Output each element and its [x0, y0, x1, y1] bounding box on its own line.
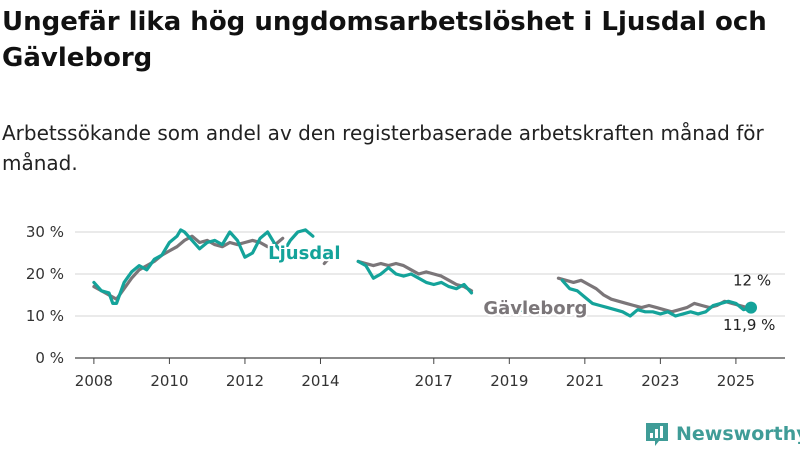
ljusdal-end-point — [745, 301, 758, 314]
chart-subtitle: Arbetssökande som andel av den registerb… — [2, 121, 764, 175]
series-line-ljusdal — [560, 278, 753, 318]
y-axis: 0 % 10 % 20 % 30 % — [26, 223, 64, 367]
series-line-ljusdal — [519, 308, 526, 314]
x-axis: 2008 2010 2012 2014 2017 2019 2021 2023 2025 — [75, 357, 785, 390]
newsworthy-logo-icon — [646, 423, 668, 446]
y-tick-label: 30 % — [26, 223, 64, 241]
x-tick-label: 2025 — [717, 372, 755, 390]
y-tick-label: 20 % — [26, 265, 64, 283]
y-tick-label: 0 % — [35, 349, 64, 367]
y-tick-label: 10 % — [26, 307, 64, 325]
ljusdal-end-label: 12 % — [733, 272, 771, 290]
series-line-ljusdal — [356, 259, 474, 295]
x-tick-label: 2010 — [150, 372, 188, 390]
gavleborg-end-label: 11,9 % — [723, 316, 775, 334]
chart-title: Ungefär lika hög ungdomsarbetslöshet i L… — [2, 7, 767, 73]
x-tick-label: 2019 — [490, 372, 528, 390]
x-tick-label: 2014 — [301, 372, 339, 390]
newsworthy-logo-text: Newsworthy — [676, 423, 800, 445]
x-tick-label: 2017 — [415, 372, 453, 390]
x-tick-label: 2008 — [75, 372, 113, 390]
x-tick-label: 2023 — [641, 372, 679, 390]
series-name-label: Ljusdal — [268, 243, 340, 264]
series-line-ljusdal — [92, 228, 315, 305]
x-tick-label: 2012 — [226, 372, 264, 390]
series-line-gvleborg — [92, 234, 285, 301]
series-name-label: Gävleborg — [483, 298, 587, 319]
series-line-gvleborg — [322, 257, 330, 266]
newsworthy-logo: Newsworthy — [644, 420, 800, 448]
series-labels: Ljusdal Gävleborg 12 % 11,9 % — [266, 241, 775, 334]
series-lines — [92, 228, 753, 318]
series-line-gvleborg — [356, 259, 474, 293]
x-tick-label: 2021 — [566, 372, 604, 390]
